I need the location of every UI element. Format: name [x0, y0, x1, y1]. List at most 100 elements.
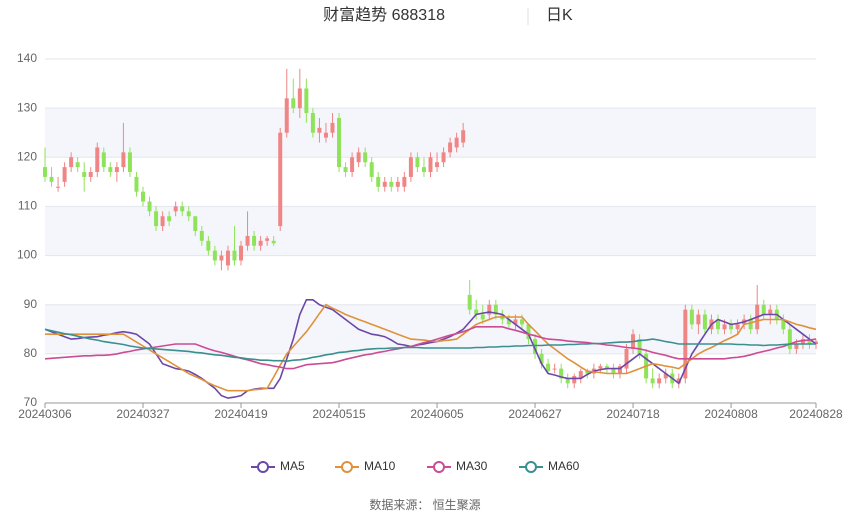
candle-body [239, 245, 244, 261]
grid-band [45, 206, 816, 256]
y-tick-label: 70 [24, 395, 38, 409]
candle-body [787, 329, 792, 349]
candle-body [154, 211, 159, 227]
candle-body [95, 147, 100, 173]
candle-body [337, 117, 342, 168]
candle-body [141, 191, 146, 202]
candle-body [559, 368, 564, 379]
candle-body [539, 353, 544, 364]
candle-body [702, 314, 707, 330]
chart-title: 财富趋势 688318 [323, 6, 445, 24]
y-tick-label: 100 [17, 248, 37, 262]
candle-body [689, 309, 694, 325]
candle-body [604, 366, 609, 369]
candle-body [232, 250, 237, 261]
candle-body [663, 373, 668, 379]
candle-body [134, 176, 139, 192]
candle-body [265, 238, 270, 241]
x-tick-label: 20240627 [508, 407, 562, 421]
candle-body [108, 167, 113, 173]
x-tick-label: 20240515 [312, 407, 366, 421]
candle-body [173, 206, 178, 212]
candle-body [186, 211, 191, 217]
candle-body [225, 250, 230, 266]
candle-body [343, 167, 348, 173]
candle-body [43, 167, 47, 177]
candle-body [474, 309, 479, 315]
legend-marker [257, 461, 269, 473]
candle-body [147, 201, 152, 212]
candle-body [101, 152, 106, 168]
candle-body [506, 319, 511, 325]
candle-body [389, 181, 394, 187]
candle-body [617, 366, 622, 374]
candle-body [546, 363, 551, 372]
source: 数据来源： 恒生聚源 [369, 497, 480, 512]
candle-body [435, 162, 440, 168]
candle-body [676, 378, 681, 384]
ma-line [44, 326, 817, 370]
candle-body [160, 216, 165, 227]
y-tick-label: 110 [18, 199, 37, 213]
x-tick-label: 20240828 [789, 407, 843, 421]
candle-body [363, 152, 368, 163]
candle-body [598, 366, 603, 369]
candle-body [206, 240, 211, 251]
candle-body [258, 240, 263, 246]
candle-body [467, 294, 472, 310]
candle-body [310, 113, 315, 133]
candle-body [624, 348, 629, 369]
candle-body [382, 181, 387, 187]
candle-body [650, 378, 655, 384]
candle-body [62, 167, 67, 182]
candle-body [611, 368, 616, 374]
candle-body [193, 216, 198, 231]
candle-body [533, 339, 538, 354]
candle-body [428, 157, 433, 173]
x-tick-label: 20240306 [18, 407, 72, 421]
legend-label: MA10 [364, 459, 396, 473]
legend-marker [341, 461, 353, 473]
candle-body [212, 250, 217, 261]
candle-body [729, 324, 734, 330]
candle-body [637, 339, 642, 354]
candle-body [552, 368, 557, 370]
candle-body [199, 231, 204, 241]
x-tick-label: 20240419 [214, 407, 268, 421]
candle-body [585, 371, 590, 374]
candle-body [448, 142, 453, 153]
candle-body [252, 235, 257, 246]
candle-body [127, 152, 132, 173]
candle-body [565, 378, 570, 384]
candle-body [167, 216, 172, 222]
candle-body [69, 157, 74, 168]
candle-body [722, 324, 727, 330]
candle-body [794, 344, 799, 349]
candle-body [376, 176, 381, 187]
candle-body [526, 324, 531, 340]
candle-body [480, 314, 485, 320]
candle-body [330, 122, 335, 133]
candle-body [487, 304, 492, 315]
candle-body [245, 235, 250, 246]
candle-body [408, 157, 413, 177]
candle-body [114, 167, 119, 173]
legend-label: MA30 [456, 459, 488, 473]
x-tick-label: 20240605 [410, 407, 464, 421]
ma-line [44, 299, 817, 399]
candle-body [356, 152, 361, 163]
candle-body [49, 176, 54, 182]
candle-body [572, 375, 577, 384]
candle-body [441, 152, 446, 163]
legend-label: MA5 [280, 459, 305, 473]
x-tick-label: 20240808 [704, 407, 758, 421]
candle-body [219, 255, 224, 261]
period-label: 日K [546, 7, 573, 24]
candle-body [513, 319, 518, 325]
candle-body [297, 88, 302, 109]
candle-body [271, 240, 276, 244]
candle-body [180, 206, 185, 212]
candle-body [768, 309, 773, 315]
candle-body [304, 88, 309, 114]
